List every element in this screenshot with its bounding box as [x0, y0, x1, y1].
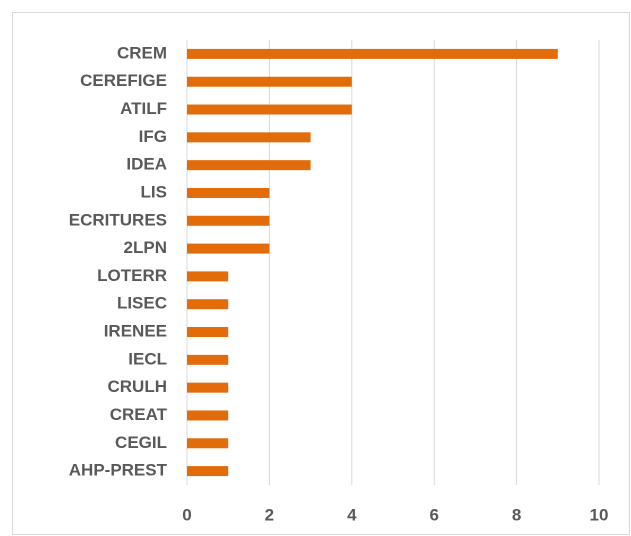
bar [187, 187, 270, 198]
y-tick-label: IRENEE [104, 322, 167, 341]
y-tick-label: LIS [141, 182, 167, 201]
x-tick-label: 10 [590, 505, 609, 524]
x-tick-label: 2 [265, 505, 274, 524]
bar [187, 48, 558, 59]
y-tick-label: ATILF [120, 99, 167, 118]
y-tick-label: CEGIL [115, 433, 167, 452]
x-tick-label: 0 [182, 505, 191, 524]
chart-border [12, 12, 630, 535]
y-tick-label: CREM [117, 43, 167, 62]
y-tick-label: LISEC [117, 294, 167, 313]
bar [187, 438, 229, 449]
x-tick-label: 4 [347, 505, 357, 524]
bar [187, 132, 311, 143]
bar [187, 76, 352, 87]
x-tick-label: 8 [512, 505, 521, 524]
bar [187, 382, 229, 393]
bar [187, 271, 229, 282]
bar [187, 299, 229, 310]
y-tick-label: CEREFIGE [80, 71, 167, 90]
bar [187, 466, 229, 477]
bar [187, 160, 311, 171]
y-tick-label: 2LPN [124, 238, 167, 257]
bar [187, 354, 229, 365]
y-tick-label: AHP-PREST [69, 461, 168, 480]
y-tick-label: CRULH [108, 377, 168, 396]
y-tick-label: ECRITURES [69, 210, 167, 229]
bar [187, 410, 229, 421]
bar [187, 327, 229, 338]
y-tick-label: IDEA [126, 155, 167, 174]
y-tick-label: LOTERR [97, 266, 167, 285]
y-tick-label: CREAT [110, 405, 168, 424]
bar [187, 243, 270, 254]
y-tick-label: IECL [128, 349, 167, 368]
bar [187, 104, 352, 115]
x-tick-label: 6 [429, 505, 438, 524]
bar [187, 215, 270, 226]
y-tick-label: IFG [139, 127, 167, 146]
